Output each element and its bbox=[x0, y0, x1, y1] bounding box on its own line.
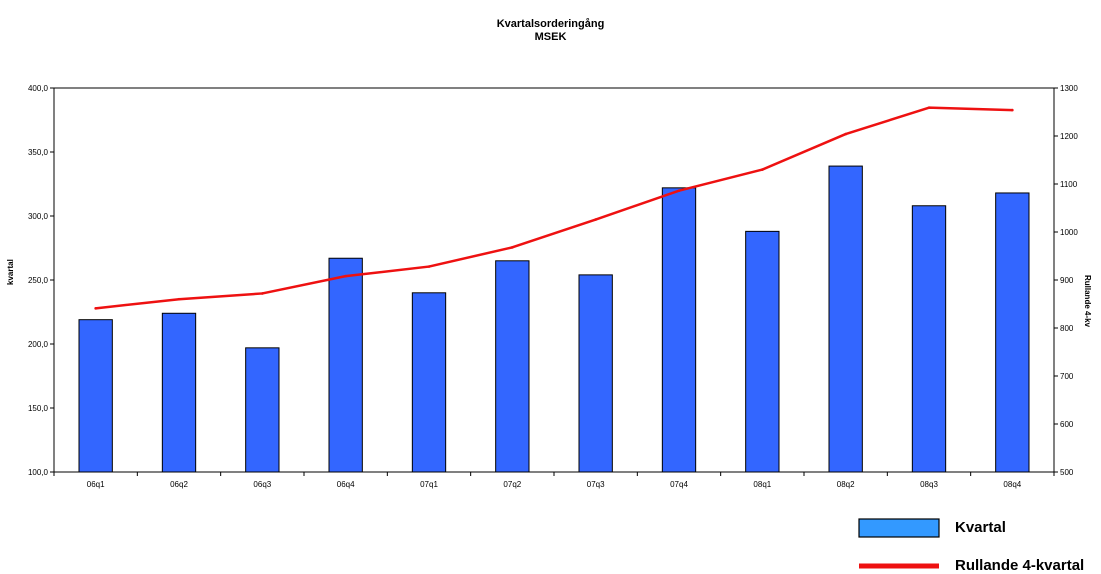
x-tick-label: 06q4 bbox=[337, 480, 355, 489]
y-tick-label: 200,0 bbox=[28, 340, 49, 349]
y-tick-label: 400,0 bbox=[28, 84, 49, 93]
line-point-06q1 bbox=[94, 307, 97, 310]
bar-07q4 bbox=[661, 187, 697, 473]
y-tick-label: 100,0 bbox=[28, 468, 49, 477]
y2-tick-label: 800 bbox=[1060, 324, 1074, 333]
line-point-06q3 bbox=[261, 292, 264, 295]
bar-06q1 bbox=[78, 319, 113, 473]
line-point-08q3 bbox=[927, 106, 931, 109]
bar-07q3 bbox=[578, 274, 613, 473]
line-point-06q4 bbox=[344, 274, 347, 278]
x-tick-label: 08q1 bbox=[753, 480, 771, 489]
x-tick-label: 06q2 bbox=[170, 480, 188, 489]
line-point-07q4 bbox=[677, 189, 681, 193]
bar-08q1 bbox=[745, 230, 780, 473]
line-point-08q2 bbox=[844, 132, 847, 136]
legend-swatch-kvartal bbox=[858, 518, 940, 538]
line-point-08q1 bbox=[761, 168, 764, 171]
bar-06q3 bbox=[245, 347, 280, 473]
y2-tick-label: 1000 bbox=[1060, 228, 1078, 237]
bar-07q1 bbox=[411, 292, 447, 473]
plot-area bbox=[53, 87, 1055, 473]
y2-tick-label: 1200 bbox=[1060, 132, 1078, 141]
chart-subtitle: MSEK bbox=[534, 31, 567, 43]
line-point-07q3 bbox=[594, 218, 597, 221]
y-tick-label: 300,0 bbox=[28, 212, 49, 221]
y2-tick-label: 500 bbox=[1060, 468, 1074, 477]
x-tick-label: 08q2 bbox=[837, 480, 855, 489]
y2-tick-label: 1300 bbox=[1060, 84, 1078, 93]
y2-tick-label: 900 bbox=[1060, 276, 1074, 285]
bar-08q4 bbox=[995, 192, 1030, 473]
x-tick-label: 07q3 bbox=[587, 480, 605, 489]
y-tick-label: 150,0 bbox=[28, 404, 49, 413]
x-tick-label: 08q4 bbox=[1003, 480, 1021, 489]
y-tick-label: 350,0 bbox=[28, 148, 49, 157]
x-tick-label: 08q3 bbox=[920, 480, 938, 489]
y2-tick-label: 1100 bbox=[1060, 180, 1078, 189]
line-point-08q4 bbox=[1011, 108, 1014, 112]
chart-title: Kvartalsorderingång bbox=[496, 18, 605, 30]
x-tick-label: 07q1 bbox=[420, 480, 438, 489]
bar-08q2 bbox=[828, 165, 863, 473]
line-point-07q1 bbox=[427, 265, 431, 268]
x-tick-label: 07q2 bbox=[503, 480, 521, 489]
bar-06q4 bbox=[328, 257, 363, 473]
line-point-07q2 bbox=[511, 246, 514, 249]
legend-label-rullande: Rullande 4-kvartal bbox=[955, 557, 1085, 574]
bar-08q3 bbox=[911, 205, 947, 473]
y2-tick-label: 600 bbox=[1060, 420, 1074, 429]
line-point-06q2 bbox=[177, 297, 181, 301]
line-rullande-4-kvartal bbox=[95, 106, 1013, 310]
y-tick-label: 250,0 bbox=[28, 276, 49, 285]
x-tick-label: 07q4 bbox=[670, 480, 688, 489]
bar-06q2 bbox=[161, 312, 197, 473]
bar-07q2 bbox=[495, 260, 530, 473]
x-tick-label: 06q3 bbox=[253, 480, 271, 489]
y2-tick-label: 700 bbox=[1060, 372, 1074, 381]
x-tick-label: 06q1 bbox=[87, 480, 105, 489]
legend-label-kvartal: Kvartal bbox=[955, 519, 1006, 536]
